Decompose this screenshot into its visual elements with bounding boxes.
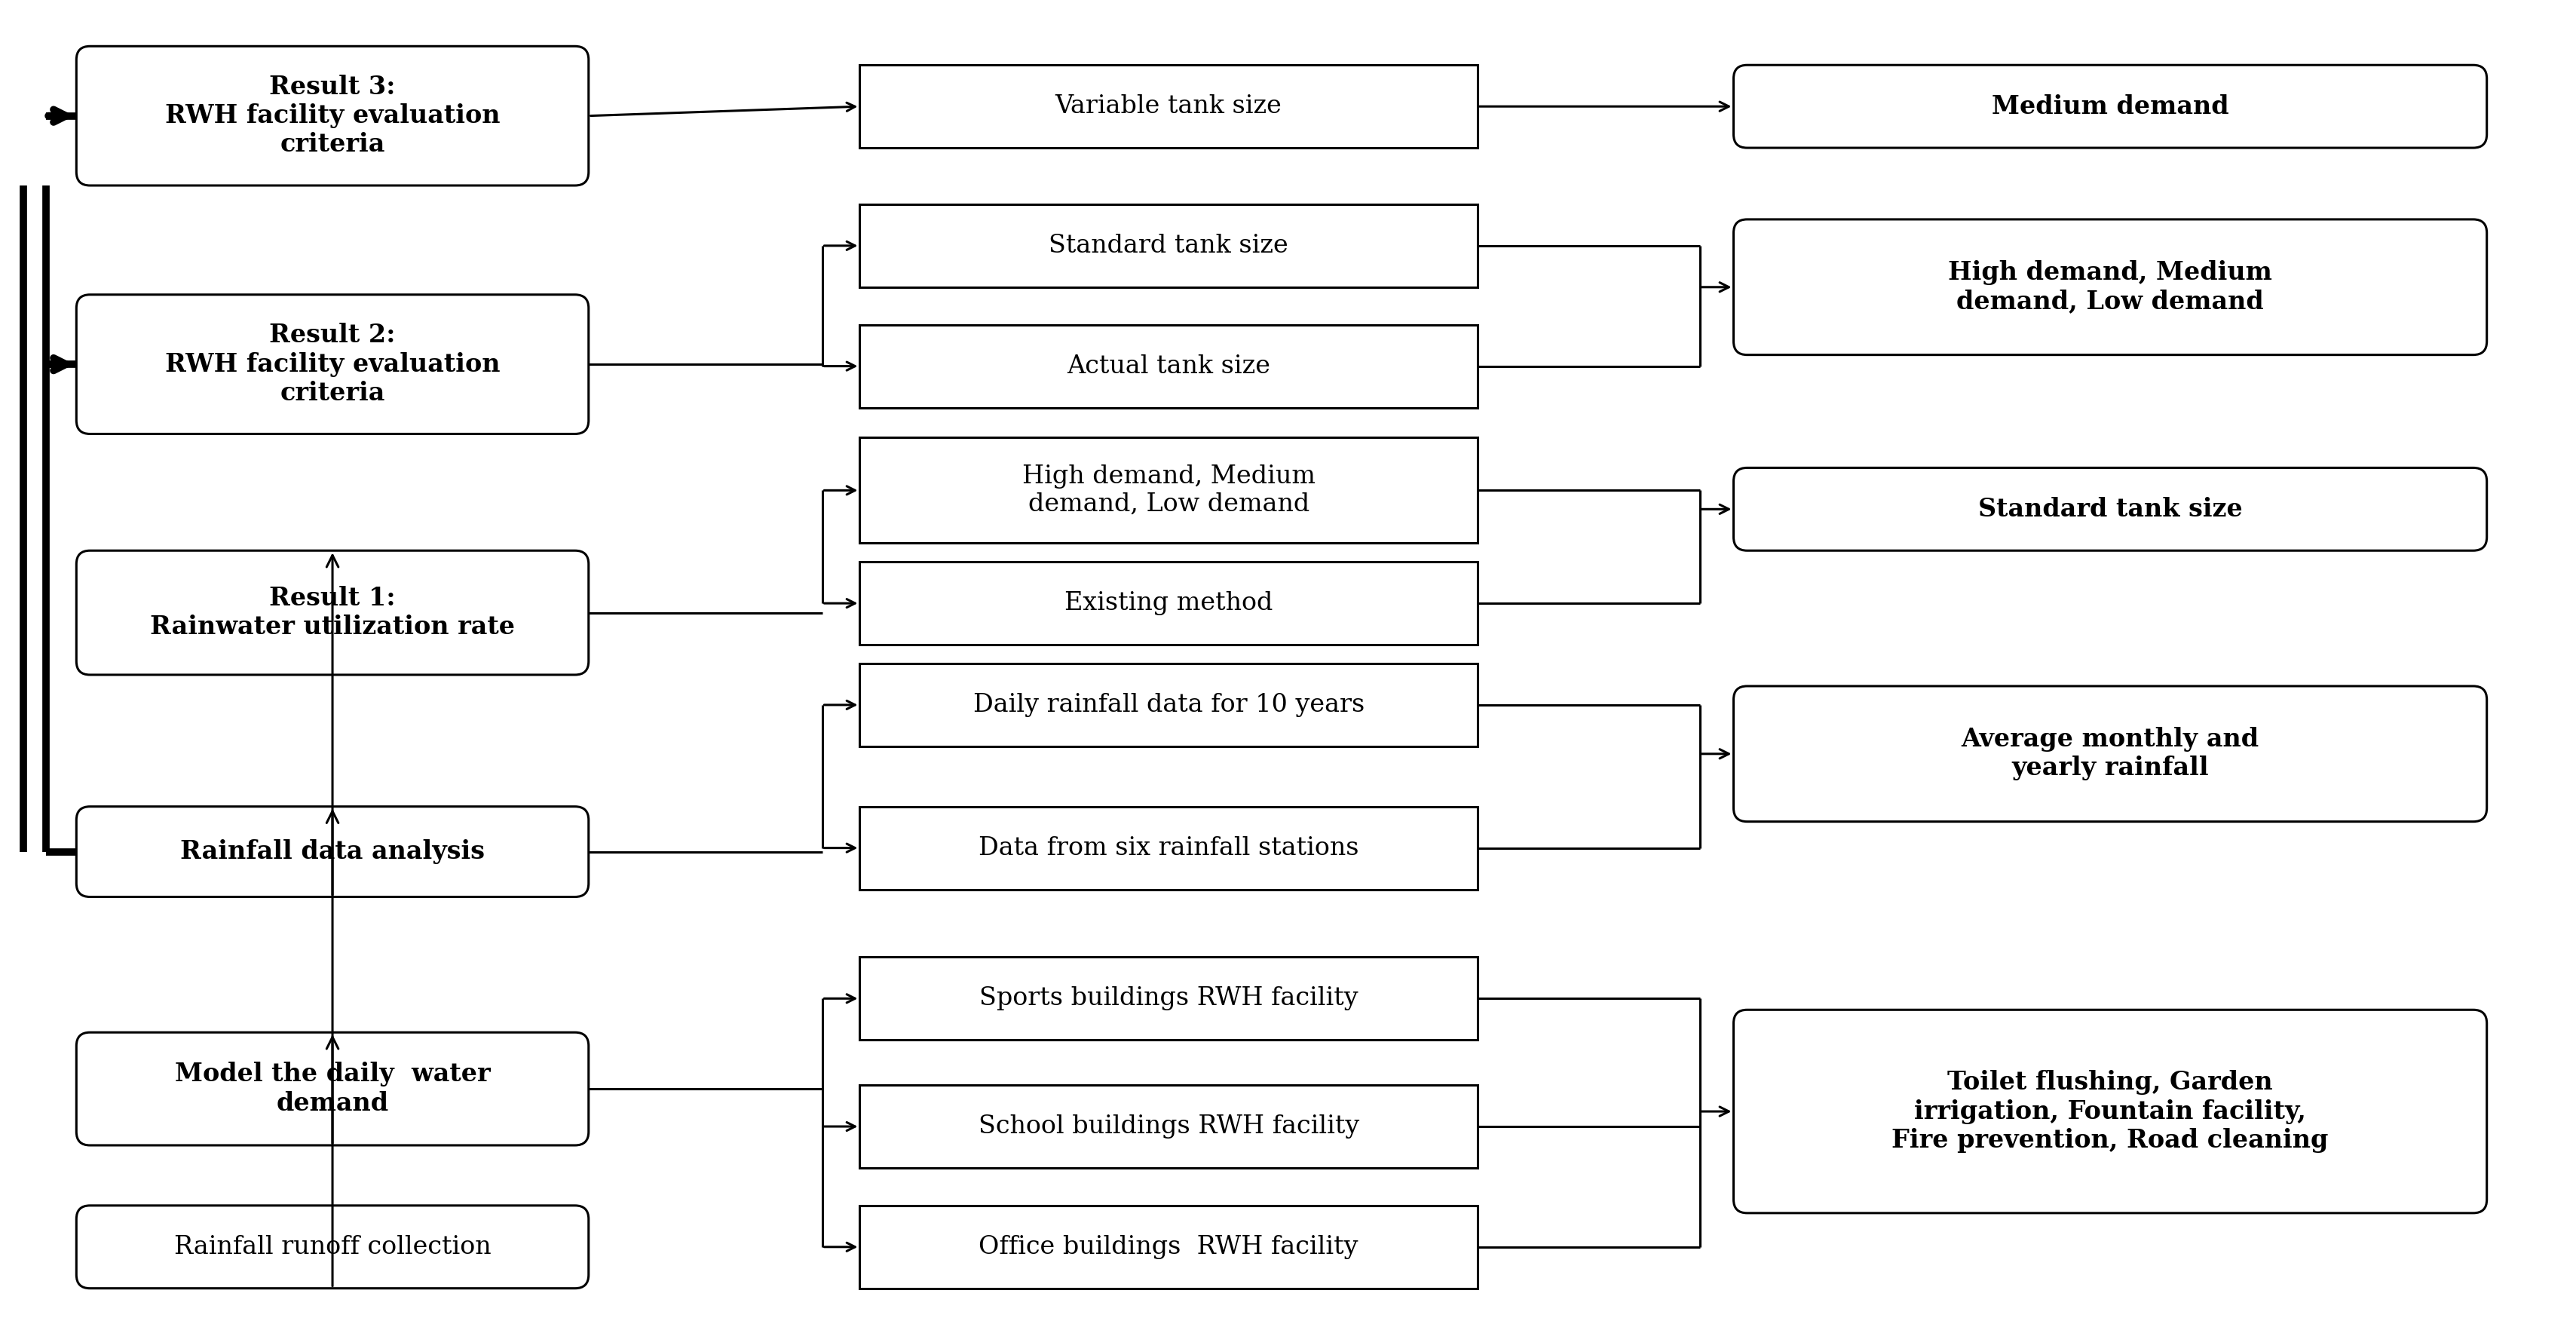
Text: Existing method: Existing method xyxy=(1064,592,1273,616)
Text: Standard tank size: Standard tank size xyxy=(1048,234,1288,258)
Text: Model the daily  water
demand: Model the daily water demand xyxy=(175,1062,489,1116)
Text: Toilet flushing, Garden
irrigation, Fountain facility,
Fire prevention, Road cle: Toilet flushing, Garden irrigation, Foun… xyxy=(1891,1070,2329,1153)
Text: Result 3:
RWH facility evaluation
criteria: Result 3: RWH facility evaluation criter… xyxy=(165,74,500,157)
FancyBboxPatch shape xyxy=(77,1033,587,1145)
Bar xyxy=(860,437,1479,543)
FancyBboxPatch shape xyxy=(1734,686,2486,822)
FancyBboxPatch shape xyxy=(77,46,587,185)
Text: Sports buildings RWH facility: Sports buildings RWH facility xyxy=(979,987,1358,1011)
FancyBboxPatch shape xyxy=(77,807,587,897)
FancyBboxPatch shape xyxy=(1734,1009,2486,1213)
Text: Daily rainfall data for 10 years: Daily rainfall data for 10 years xyxy=(974,692,1365,717)
Bar xyxy=(860,958,1479,1040)
FancyBboxPatch shape xyxy=(1734,219,2486,355)
Text: Variable tank size: Variable tank size xyxy=(1056,94,1283,119)
FancyBboxPatch shape xyxy=(77,1206,587,1288)
Bar xyxy=(860,561,1479,645)
Text: Standard tank size: Standard tank size xyxy=(1978,497,2241,522)
Text: Rainfall runoff collection: Rainfall runoff collection xyxy=(175,1235,492,1259)
Text: Actual tank size: Actual tank size xyxy=(1066,354,1270,378)
Text: Average monthly and
yearly rainfall: Average monthly and yearly rainfall xyxy=(1960,727,2259,781)
Text: Result 2:
RWH facility evaluation
criteria: Result 2: RWH facility evaluation criter… xyxy=(165,324,500,406)
Bar xyxy=(860,65,1479,148)
Bar xyxy=(860,807,1479,889)
Text: Medium demand: Medium demand xyxy=(1991,94,2228,119)
Bar xyxy=(860,663,1479,746)
Text: School buildings RWH facility: School buildings RWH facility xyxy=(979,1115,1360,1139)
FancyBboxPatch shape xyxy=(77,551,587,675)
Text: High demand, Medium
demand, Low demand: High demand, Medium demand, Low demand xyxy=(1023,465,1316,517)
Bar xyxy=(860,1085,1479,1168)
FancyBboxPatch shape xyxy=(1734,468,2486,551)
Text: High demand, Medium
demand, Low demand: High demand, Medium demand, Low demand xyxy=(1947,260,2272,314)
Bar xyxy=(860,1206,1479,1288)
FancyBboxPatch shape xyxy=(77,295,587,433)
FancyBboxPatch shape xyxy=(1734,65,2486,148)
Text: Data from six rainfall stations: Data from six rainfall stations xyxy=(979,836,1358,860)
Bar xyxy=(860,325,1479,408)
Text: Rainfall data analysis: Rainfall data analysis xyxy=(180,839,484,864)
Bar xyxy=(860,205,1479,287)
Text: Office buildings  RWH facility: Office buildings RWH facility xyxy=(979,1235,1358,1259)
Text: Result 1:
Rainwater utilization rate: Result 1: Rainwater utilization rate xyxy=(149,585,515,639)
